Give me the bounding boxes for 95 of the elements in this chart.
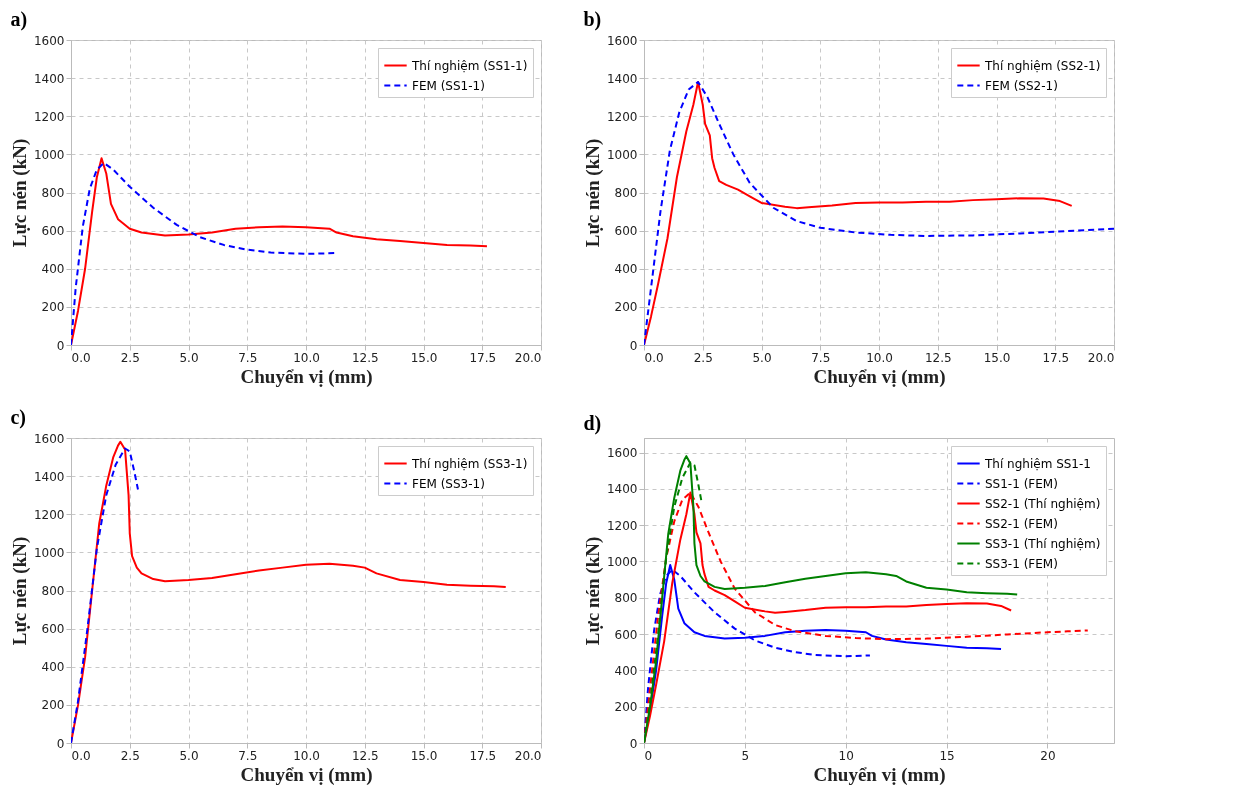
- legend-label: Thí nghiệm SS1-1: [984, 456, 1091, 471]
- x-axis-title: Chuyển vị (mm): [813, 365, 946, 388]
- x-tick-label: 15.0: [410, 748, 438, 763]
- y-axis-title: Lực nén (kN): [581, 536, 604, 646]
- y-axis-title: Lực nén (kN): [8, 536, 31, 646]
- x-tick-label: 7.5: [811, 350, 831, 365]
- legend-label: FEM (SS3-1): [412, 476, 485, 491]
- y-tick-label: 400: [41, 660, 65, 675]
- x-tick-label: 17.5: [469, 748, 497, 763]
- y-tick-label: 1600: [33, 33, 65, 48]
- x-tick-label: 10.0: [866, 350, 893, 365]
- x-tick-label: 2.5: [120, 748, 140, 763]
- legend-label: Thí nghiệm (SS2-1): [984, 58, 1101, 73]
- y-tick-label: 0: [56, 736, 65, 751]
- y-tick-label: 600: [41, 224, 65, 239]
- x-axis-title: Chuyển vị (mm): [240, 763, 373, 786]
- y-axis-title: Lực nén (kN): [8, 138, 31, 248]
- y-tick-label: 0: [629, 338, 638, 353]
- y-tick-label: 1200: [33, 109, 65, 124]
- x-tick-label: 5.0: [179, 350, 199, 365]
- chart-title: b): [583, 8, 602, 31]
- legend-label: SS3-1 (Thí nghiệm): [985, 536, 1101, 551]
- x-tick-label: 5.0: [179, 748, 199, 763]
- legend-label: Thí nghiệm (SS3-1): [411, 456, 528, 471]
- x-tick-label: 12.5: [924, 350, 952, 365]
- x-tick-label: 2.5: [120, 350, 140, 365]
- x-axis-title: Chuyển vị (mm): [813, 763, 946, 786]
- x-tick-label: 2.5: [693, 350, 713, 365]
- y-tick-label: 800: [41, 186, 65, 200]
- x-tick-label: 15.0: [410, 350, 438, 365]
- x-tick-label: 12.5: [351, 748, 379, 763]
- x-tick-label: 0: [644, 748, 653, 763]
- y-tick-label: 200: [614, 300, 638, 315]
- y-tick-label: 200: [41, 698, 65, 713]
- x-tick-label: 7.5: [238, 748, 258, 763]
- x-tick-label: 0.0: [644, 350, 664, 365]
- line-series: [71, 447, 139, 743]
- x-tick-label: 7.5: [238, 350, 258, 365]
- legend-label: FEM (SS1-1): [412, 78, 485, 93]
- y-tick-label: 1200: [606, 518, 638, 533]
- x-axis-title: Chuyển vị (mm): [240, 365, 373, 388]
- y-tick-label: 800: [41, 584, 65, 598]
- y-tick-label: 0: [629, 736, 638, 751]
- y-tick-label: 1400: [606, 482, 638, 497]
- y-tick-label: 600: [614, 224, 638, 239]
- y-tick-label: 400: [41, 262, 65, 277]
- x-tick-label: 0.0: [71, 350, 91, 365]
- x-tick-label: 20.0: [1087, 350, 1115, 365]
- x-tick-label: 10.0: [293, 748, 320, 763]
- x-tick-label: 10: [838, 748, 854, 763]
- y-tick-label: 1600: [606, 33, 638, 48]
- y-axis-title: Lực nén (kN): [581, 138, 604, 248]
- y-tick-label: 1200: [606, 109, 638, 124]
- x-tick-label: 17.5: [1042, 350, 1070, 365]
- y-tick-label: 800: [614, 186, 638, 200]
- y-tick-label: 400: [614, 663, 638, 678]
- x-tick-label: 20.0: [514, 350, 542, 365]
- x-tick-label: 12.5: [351, 350, 379, 365]
- legend-label: SS3-1 (FEM): [985, 556, 1058, 571]
- y-tick-label: 1400: [33, 469, 65, 484]
- y-tick-label: 1000: [33, 147, 65, 162]
- legend-label: FEM (SS2-1): [985, 78, 1058, 93]
- y-tick-label: 1400: [33, 71, 65, 86]
- x-tick-label: 15.0: [983, 350, 1011, 365]
- y-tick-label: 600: [41, 622, 65, 637]
- y-tick-label: 0: [56, 338, 65, 353]
- legend-label: SS2-1 (FEM): [985, 516, 1058, 531]
- x-tick-label: 0.0: [71, 748, 91, 763]
- chart-title: c): [10, 406, 27, 429]
- y-tick-label: 1000: [33, 545, 65, 560]
- x-tick-label: 10.0: [293, 350, 320, 365]
- legend-label: SS1-1 (FEM): [985, 476, 1058, 491]
- y-tick-label: 600: [614, 627, 638, 642]
- x-tick-label: 15: [939, 748, 955, 763]
- x-tick-label: 5: [741, 748, 750, 763]
- line-series: [71, 161, 336, 345]
- x-tick-label: 20: [1040, 748, 1056, 763]
- line-series: [71, 157, 488, 345]
- y-tick-label: 1000: [606, 147, 638, 162]
- y-tick-label: 1000: [606, 554, 638, 569]
- y-tick-label: 200: [41, 300, 65, 315]
- y-tick-label: 1600: [33, 431, 65, 446]
- x-tick-label: 17.5: [469, 350, 497, 365]
- y-tick-label: 1200: [33, 507, 65, 522]
- y-tick-label: 200: [614, 700, 638, 715]
- y-tick-label: 1400: [606, 71, 638, 86]
- x-tick-label: 5.0: [752, 350, 772, 365]
- legend-label: SS2-1 (Thí nghiệm): [985, 496, 1101, 511]
- y-tick-label: 800: [614, 591, 638, 606]
- legend-label: Thí nghiệm (SS1-1): [411, 58, 528, 73]
- chart-title: d): [583, 412, 602, 435]
- chart-title: a): [10, 8, 28, 31]
- x-tick-label: 20.0: [514, 748, 542, 763]
- y-tick-label: 400: [614, 262, 638, 277]
- y-tick-label: 1600: [606, 446, 638, 461]
